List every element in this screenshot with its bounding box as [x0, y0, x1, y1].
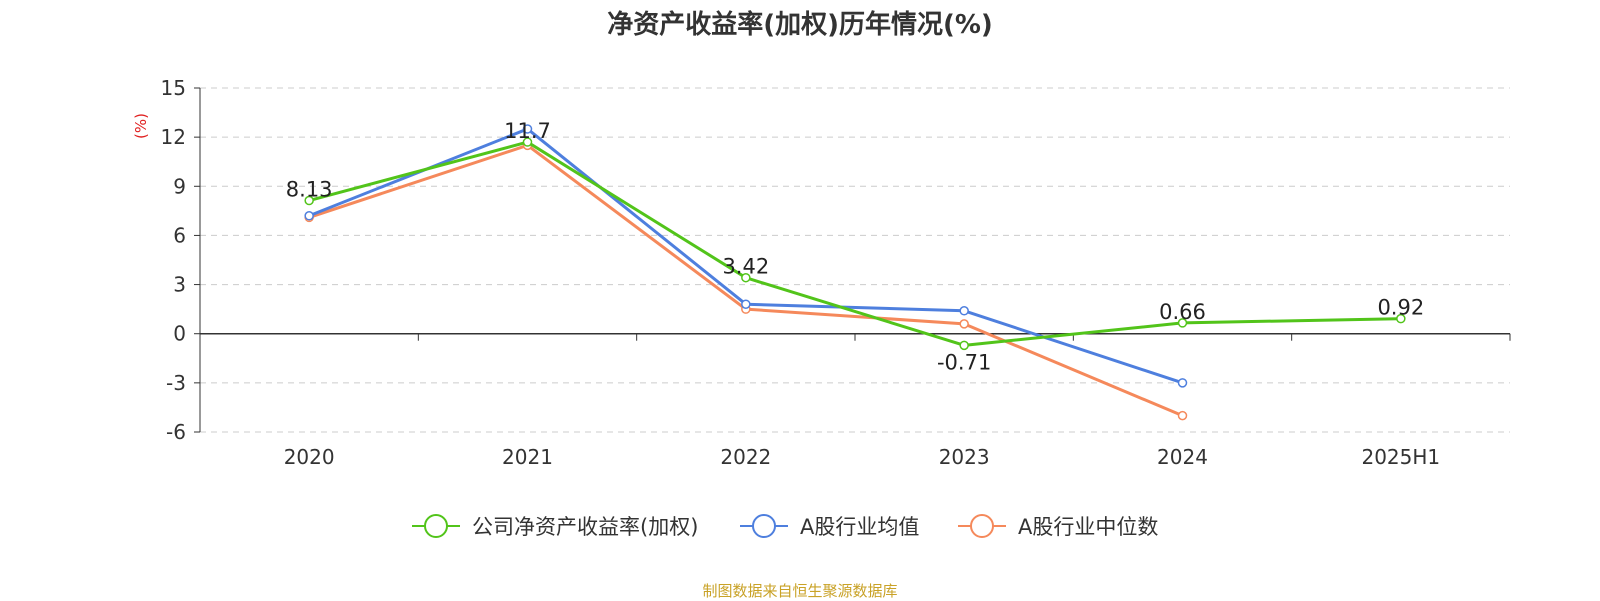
x-tick-label: 2021 [502, 445, 553, 469]
y-tick-label: -6 [166, 420, 186, 444]
series-line [308, 140, 1401, 347]
legend-item-2: A股行业中位数 [958, 514, 1158, 539]
data-point [522, 137, 533, 147]
legend-item-0: 公司净资产收益率(加权) [412, 514, 698, 539]
data-label: 8.13 [286, 178, 333, 202]
y-tick-label: 9 [173, 174, 186, 198]
data-point [522, 124, 533, 134]
x-tick-label: 2023 [939, 445, 990, 469]
data-label: -0.71 [937, 350, 991, 374]
y-tick-label: 12 [161, 125, 186, 149]
legend: 公司净资产收益率(加权) A股行业均值 A股行业中位数 [412, 514, 1158, 539]
series-lines: 8.13 11.7 3.42 -0.71 0.66 0.92 [286, 119, 1424, 421]
y-tick-label: 3 [173, 273, 186, 297]
data-source-note: 制图数据来自恒生聚源数据库 [702, 582, 898, 600]
data-point [741, 272, 751, 283]
legend-marker [970, 514, 994, 538]
legend-marker [424, 514, 448, 538]
y-tick-label: 0 [173, 322, 186, 346]
data-label: 3.42 [722, 255, 769, 279]
series-0 [304, 137, 1406, 351]
y-axis-label: (%) [132, 113, 150, 139]
data-label: 11.7 [504, 119, 551, 143]
y-tick-label: 6 [173, 223, 186, 247]
data-point [304, 195, 314, 206]
x-tick-label: 2025H1 [1361, 445, 1440, 469]
x-tick-label: 2024 [1157, 445, 1208, 469]
data-point [959, 319, 969, 329]
data-point [741, 299, 751, 309]
data-point [1396, 313, 1406, 324]
chart-title: 净资产收益率(加权)历年情况(%) [607, 10, 993, 40]
legend-item-1: A股行业均值 [740, 514, 919, 539]
legend-label: A股行业中位数 [1018, 515, 1158, 539]
data-point [959, 340, 969, 351]
data-point [1177, 410, 1188, 421]
data-point [959, 306, 969, 316]
axes: 15 12 9 6 3 0 -3 -6 2020 2021 2022 2023 2024 2025H1 [161, 76, 1511, 469]
x-tick-label: 2022 [720, 445, 771, 469]
legend-label: 公司净资产收益率(加权) [472, 515, 698, 539]
series-1 [304, 124, 1188, 388]
data-label: 0.92 [1377, 296, 1424, 320]
y-tick-label: -3 [166, 371, 186, 395]
data-label: 0.66 [1159, 300, 1206, 324]
data-point [304, 211, 314, 221]
x-tick-label: 2020 [284, 445, 335, 469]
data-point [1177, 378, 1188, 388]
legend-marker [752, 514, 776, 538]
data-point [1177, 318, 1188, 328]
y-tick-label: 15 [161, 76, 186, 100]
grid-lines [200, 87, 1510, 433]
legend-label: A股行业均值 [800, 515, 919, 539]
